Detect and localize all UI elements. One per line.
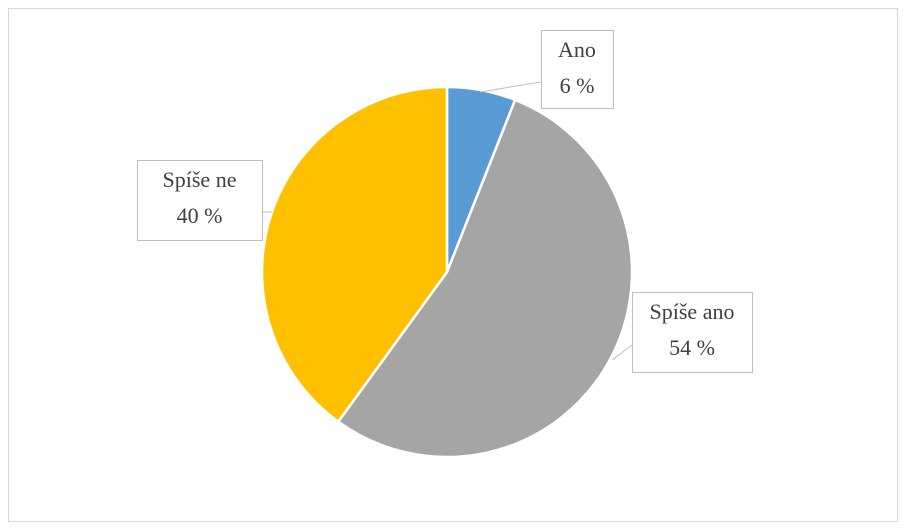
slice-value-label: 54 % bbox=[669, 335, 715, 360]
slice-label: Spíše ne bbox=[163, 167, 237, 192]
label-box bbox=[632, 292, 753, 373]
slice-value-label: 40 % bbox=[177, 203, 223, 228]
slice-label: Spíše ano bbox=[650, 299, 735, 324]
pie-slice bbox=[260, 85, 449, 424]
slice-value-label: 6 % bbox=[560, 73, 595, 98]
leader-line bbox=[611, 344, 633, 361]
leader-line bbox=[479, 81, 542, 93]
label-box bbox=[137, 160, 263, 241]
slice-label: Ano bbox=[558, 37, 596, 62]
label-box bbox=[541, 30, 614, 109]
pie-slice bbox=[336, 98, 634, 459]
